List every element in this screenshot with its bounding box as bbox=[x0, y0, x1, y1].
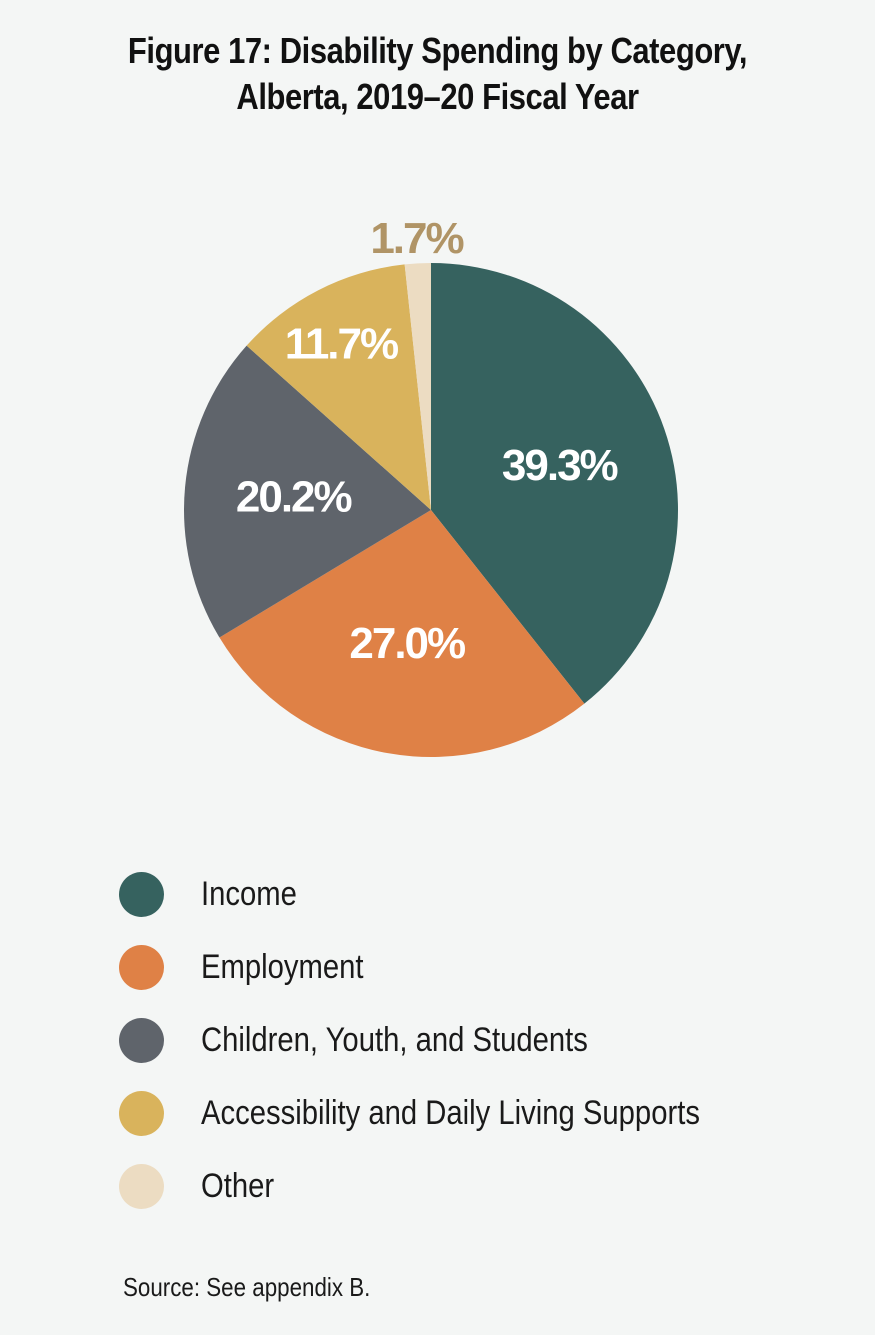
title-line-1: Figure 17: Disability Spending by Catego… bbox=[127, 30, 748, 71]
pie-slice-employment bbox=[219, 510, 585, 758]
legend-item: Accessibility and Daily Living Supports bbox=[119, 1077, 781, 1150]
legend-swatch bbox=[119, 872, 164, 917]
legend-item: Children, Youth, and Students bbox=[119, 1004, 781, 1077]
data-label-income: 39.3% bbox=[502, 441, 618, 490]
legend-label: Other bbox=[201, 1167, 275, 1205]
legend: Income Employment Children, Youth, and Stu… bbox=[119, 858, 781, 1223]
legend-label: Employment bbox=[201, 948, 364, 986]
data-label-other: 1.7% bbox=[370, 214, 463, 263]
pie-slice-children-youth-and-students bbox=[184, 345, 431, 638]
legend-item: Employment bbox=[119, 931, 781, 1004]
source-note: Source: See appendix B. bbox=[123, 1272, 371, 1302]
pie-slice-accessibility-and-daily-living-supports bbox=[246, 264, 431, 510]
legend-swatch bbox=[119, 1018, 164, 1063]
legend-label: Income bbox=[201, 875, 297, 913]
pie-chart: 39.3% 27.0% 20.2% 11.7% 1.7% bbox=[184, 214, 679, 758]
legend-swatch bbox=[119, 945, 164, 990]
data-label-accessibility-and-daily-living-supports: 11.7% bbox=[285, 319, 398, 368]
pie-slice-other bbox=[404, 263, 431, 510]
chart-title: Figure 17: Disability Spending by Catego… bbox=[61, 28, 814, 120]
legend-swatch bbox=[119, 1164, 164, 1209]
legend-item: Other bbox=[119, 1150, 781, 1223]
title-line-2: Alberta, 2019–20 Fiscal Year bbox=[236, 76, 639, 117]
legend-item: Income bbox=[119, 858, 781, 931]
pie-slice-income bbox=[431, 263, 679, 704]
legend-swatch bbox=[119, 1091, 164, 1136]
legend-label: Children, Youth, and Students bbox=[201, 1021, 588, 1059]
legend-label: Accessibility and Daily Living Supports bbox=[201, 1094, 700, 1132]
data-label-children-youth-and-students: 20.2% bbox=[236, 473, 352, 522]
data-label-employment: 27.0% bbox=[349, 619, 465, 668]
